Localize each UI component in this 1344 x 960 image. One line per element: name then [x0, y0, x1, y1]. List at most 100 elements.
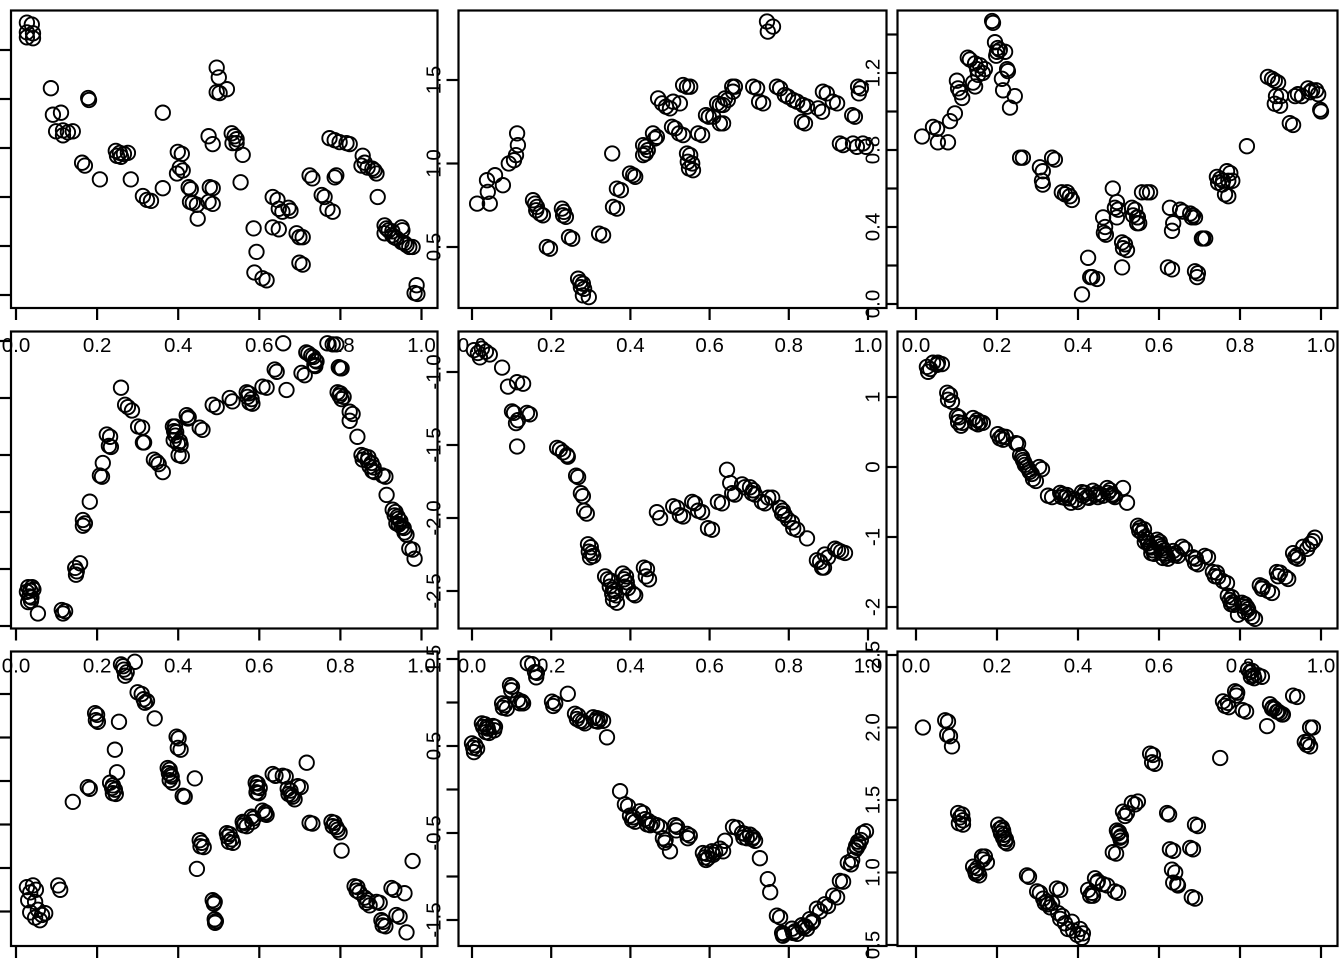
- panel-3-point: [1238, 138, 1256, 155]
- panel-7-point: [79, 778, 96, 796]
- panel-9-point: [971, 867, 988, 884]
- panel-2-point: [759, 23, 776, 40]
- panel-5-y-tick-label: -2.5: [423, 573, 446, 608]
- panel-7-point: [29, 901, 47, 918]
- panel-5-point: [559, 448, 576, 465]
- panel-8-point: [559, 685, 576, 702]
- panel-4-point: [275, 335, 292, 352]
- panel-6-x-tick-label: 0.4: [1064, 655, 1093, 678]
- panel-2-point: [500, 155, 517, 172]
- panel-2-point: [508, 125, 526, 142]
- panel-7-point: [386, 881, 403, 898]
- panel-7-point: [224, 834, 242, 851]
- panel-3-point: [1014, 149, 1032, 166]
- panel-9-point: [1160, 806, 1178, 823]
- panel-4-point: [67, 566, 85, 583]
- panel-9-point: [1146, 755, 1164, 772]
- panel-2-point: [534, 207, 552, 224]
- panel-7-point: [277, 768, 294, 785]
- panel-1-point: [408, 277, 425, 294]
- panel-8-point: [528, 669, 545, 686]
- panel-8-point: [762, 884, 779, 901]
- panel-4-point: [305, 348, 322, 366]
- panel-3-box: [896, 9, 1339, 310]
- panel-8-point: [589, 713, 607, 730]
- panel-9-point: [1144, 746, 1162, 764]
- panel-1-point: [226, 128, 243, 145]
- panel-9-point: [1129, 793, 1147, 810]
- panel-3-point: [1163, 261, 1181, 278]
- panel-4-point: [224, 393, 241, 410]
- panel-2-point: [697, 106, 715, 124]
- panel-2-point: [796, 115, 814, 132]
- panel-1-x-tick-label: 0.2: [83, 334, 112, 357]
- panel-7-point: [298, 754, 315, 771]
- panel-2-point: [479, 183, 496, 201]
- panel-2-point: [646, 130, 664, 147]
- panel-2-point: [526, 195, 544, 212]
- panel-1-point: [291, 254, 308, 271]
- panel-1-point: [64, 123, 81, 140]
- panel-9-point: [1253, 668, 1271, 685]
- panel-5-point: [578, 505, 595, 522]
- panel-7-point: [161, 771, 178, 789]
- panel-8-point: [668, 822, 685, 839]
- panel-1-point: [294, 256, 311, 273]
- panel-4-point: [278, 381, 295, 399]
- panel-8-point: [857, 823, 875, 840]
- panel-6-point: [1280, 570, 1297, 588]
- panel-6-box: [896, 330, 1339, 630]
- panel-3-point: [1267, 87, 1285, 105]
- panel-7-point: [244, 813, 261, 831]
- panel-9-point: [1018, 867, 1036, 884]
- panel-5-point: [617, 568, 635, 585]
- panel-4-point: [244, 395, 261, 412]
- panel-2-point: [564, 230, 581, 247]
- panel-1-point: [270, 221, 287, 238]
- panel-6-point: [974, 414, 991, 432]
- panel-4-point: [154, 463, 171, 481]
- panel-1-point: [112, 148, 130, 165]
- panel-4-box: [9, 330, 439, 630]
- panel-1-point: [328, 167, 345, 184]
- panel-4-point: [119, 398, 137, 416]
- panel-9-point: [1212, 749, 1229, 767]
- panel-5-y-tick-label: -2.0: [423, 500, 446, 535]
- panel-5-point: [572, 485, 590, 502]
- panel-8-point: [803, 914, 820, 931]
- panel-3-point: [929, 134, 947, 151]
- panel-6-point: [1246, 610, 1264, 628]
- panel-1-point: [228, 131, 245, 148]
- panel-3-x-tick-label: 0.6: [1145, 334, 1174, 357]
- panel-7-point: [24, 877, 42, 894]
- panel-7-point: [52, 881, 69, 898]
- panel-2-point: [708, 95, 726, 112]
- panel-8-point: [808, 900, 826, 917]
- panel-5-point: [798, 530, 816, 547]
- panel-4-point: [335, 388, 352, 406]
- panel-4-point: [208, 398, 225, 416]
- panel-3-point: [966, 78, 984, 95]
- panel-7-point: [371, 894, 388, 911]
- panel-3-point: [984, 14, 1002, 32]
- panel-3-point: [1118, 241, 1136, 259]
- panel-9-y-tick-label: 2.5: [862, 641, 885, 670]
- panel-1-x-tick-label: 0.0: [2, 334, 31, 357]
- panel-2-point: [714, 96, 732, 114]
- panel-2-point: [724, 83, 742, 100]
- panel-3-point: [1043, 149, 1061, 166]
- panel-1-point: [404, 238, 421, 256]
- panel-3-point: [988, 47, 1005, 64]
- panel-3-point: [1106, 199, 1124, 216]
- panel-9-point: [1304, 719, 1322, 736]
- panel-7-point: [146, 710, 163, 727]
- panel-7-point: [404, 852, 421, 870]
- panel-3-point: [1222, 164, 1239, 182]
- panel-7-point: [126, 653, 143, 670]
- panel-3: 0.0 0.2 0.4 0.6 0.8 1.0 1.2 0.8 0.4 0.0: [862, 9, 1339, 357]
- panel-7-point: [81, 780, 98, 797]
- panel-9-point: [954, 812, 972, 829]
- panel-3-point: [971, 57, 989, 74]
- panel-4-point: [81, 493, 98, 510]
- panel-8-point: [716, 832, 734, 849]
